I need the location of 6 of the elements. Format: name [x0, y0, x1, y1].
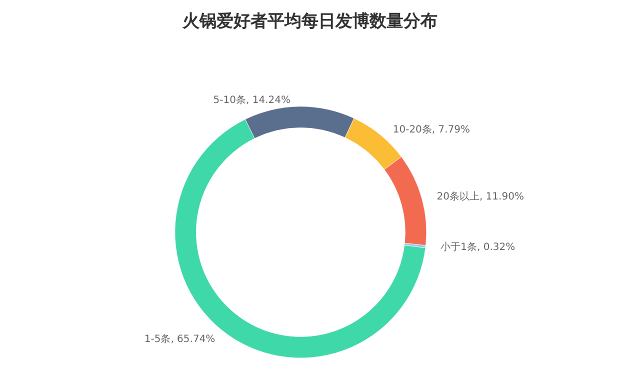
slice-label: 5-10条, 14.24% — [213, 94, 290, 106]
chart-title: 火锅爱好者平均每日发博数量分布 — [182, 12, 438, 32]
slice-label: 小于1条, 0.32% — [440, 240, 516, 253]
slice-label: 1-5条, 65.74% — [144, 332, 216, 345]
slice-label: 20条以上, 11.90% — [436, 190, 524, 203]
slice-label: 10-20条, 7.79% — [392, 123, 470, 136]
